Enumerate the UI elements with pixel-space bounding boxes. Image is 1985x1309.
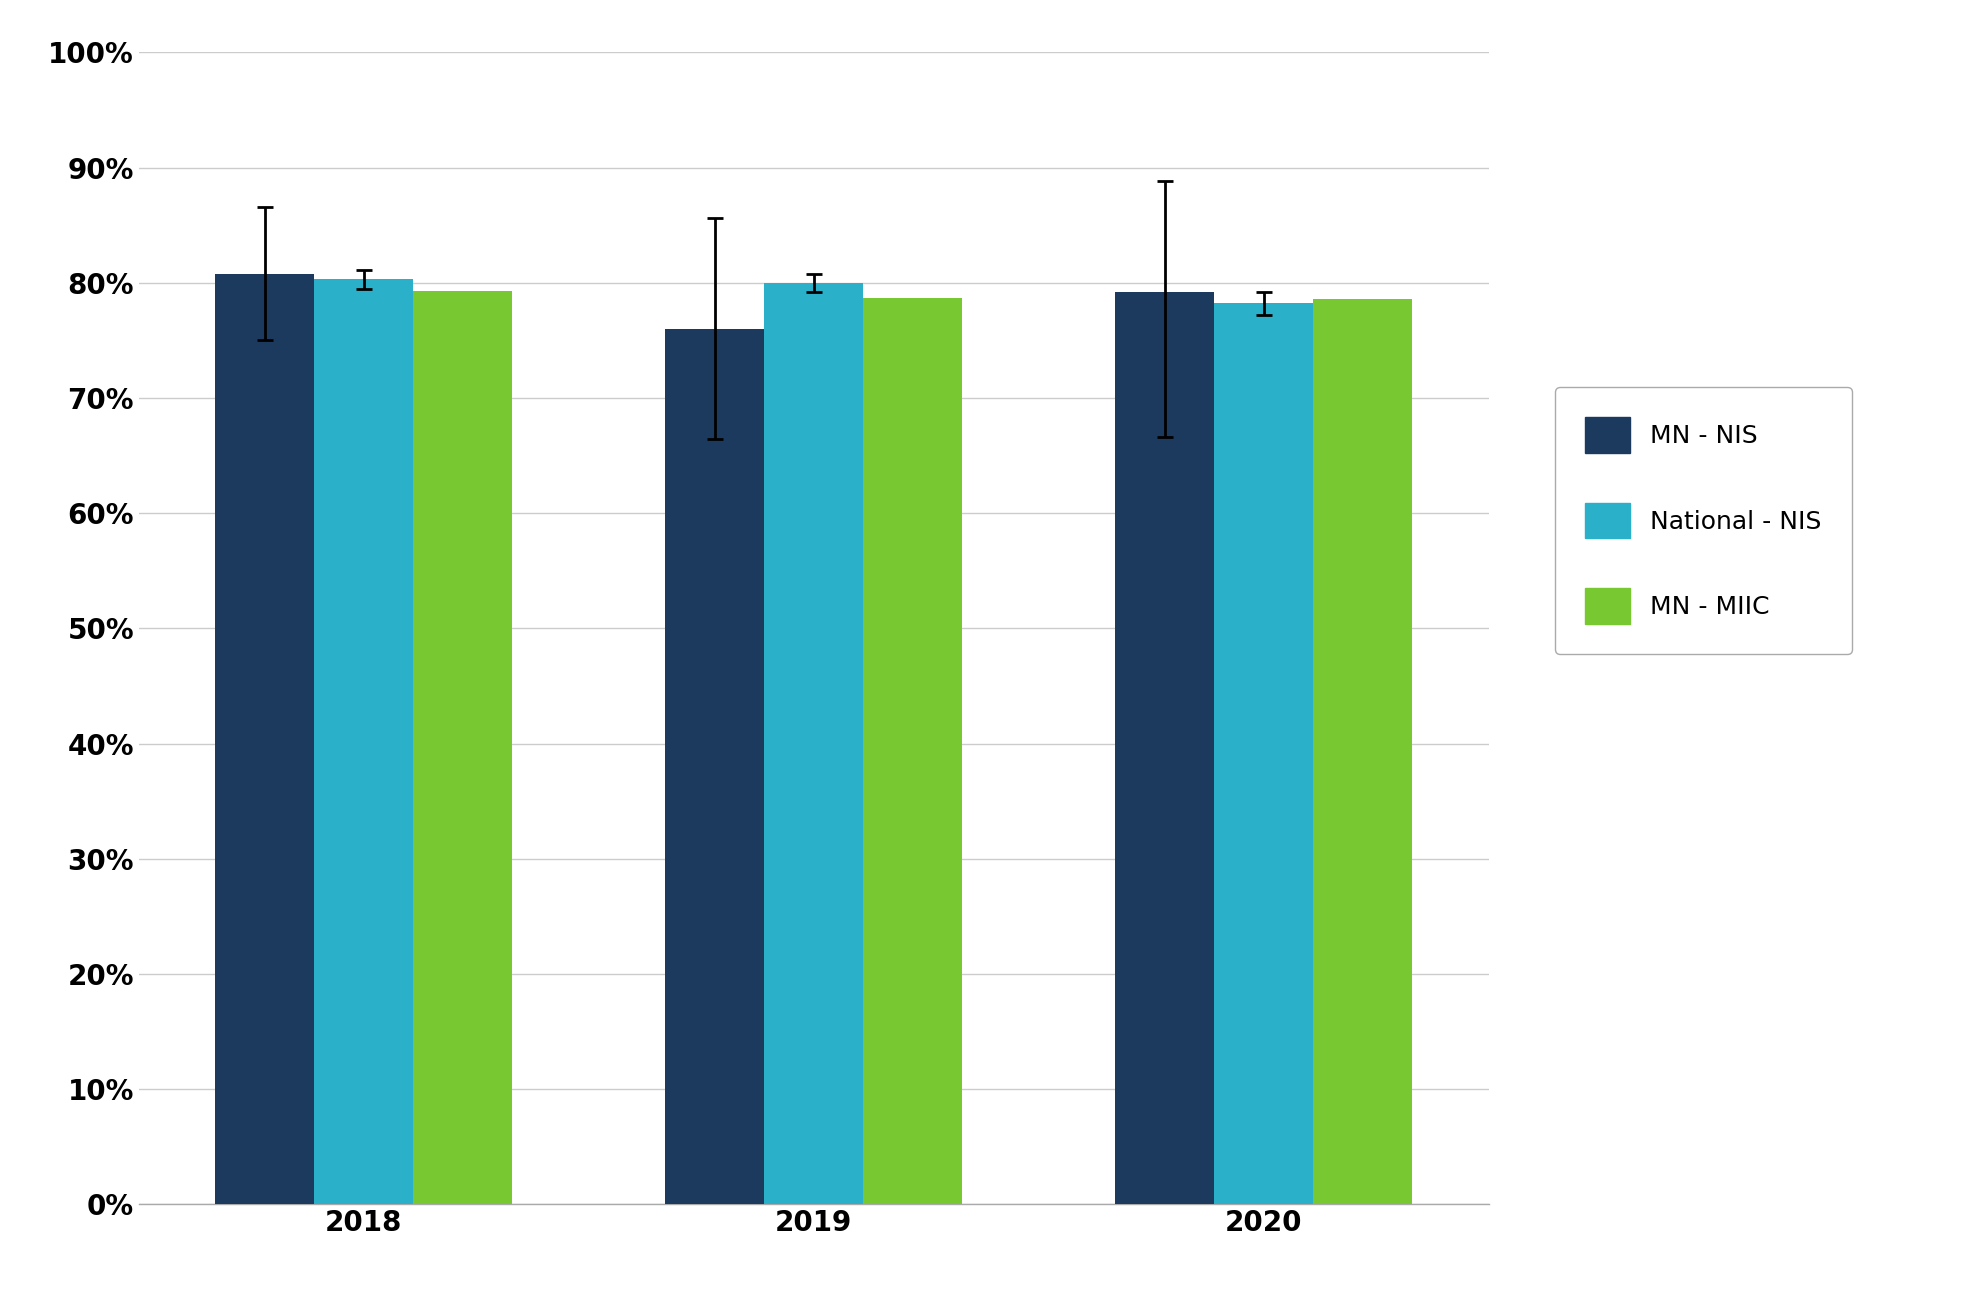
Bar [1215, 304, 1314, 1204]
Bar [216, 274, 314, 1204]
Bar [764, 283, 863, 1204]
Bar [413, 291, 512, 1204]
Bar [863, 297, 963, 1204]
Bar [1314, 298, 1411, 1204]
Bar [1116, 292, 1215, 1204]
Legend: MN - NIS, National - NIS, MN - MIIC: MN - NIS, National - NIS, MN - MIIC [1554, 387, 1852, 653]
Bar [665, 329, 764, 1204]
Bar [314, 279, 413, 1204]
